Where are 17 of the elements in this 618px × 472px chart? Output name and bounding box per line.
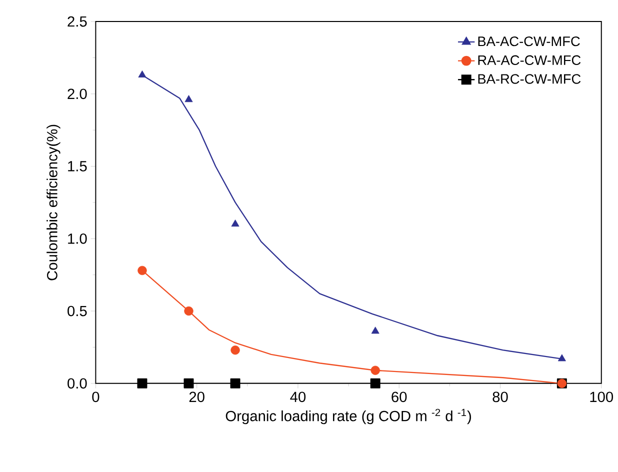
x-tick-label: 20	[189, 392, 204, 402]
y-tick-label: 2.0	[68, 88, 87, 99]
y-axis-title: Coulombic efficiency(%)	[46, 124, 60, 280]
x-tick-label: 40	[290, 392, 306, 402]
y-tick-label: 0.5	[68, 306, 87, 316]
x-tick-label: 60	[392, 392, 407, 402]
x-axis-title: Organic loading rate (g COD m $^{-2}$ d $^{-1}$)	[226, 408, 471, 424]
legend-label: BA-RC-CW-MFC	[478, 74, 581, 84]
y-tick-label: 0.0	[68, 378, 87, 388]
y-tick-label: 1.5	[68, 160, 87, 172]
legend-label: RA-AC-CW-MFC	[478, 55, 581, 65]
legend-label: BA-AC-CW-MFC	[478, 36, 580, 46]
x-tick-label: 100	[590, 392, 614, 402]
y-tick-label: 1.0	[68, 233, 87, 244]
x-tick-label: 0	[92, 392, 100, 402]
x-tick-label: 80	[492, 392, 508, 402]
y-tick-label: 2.5	[68, 16, 87, 26]
